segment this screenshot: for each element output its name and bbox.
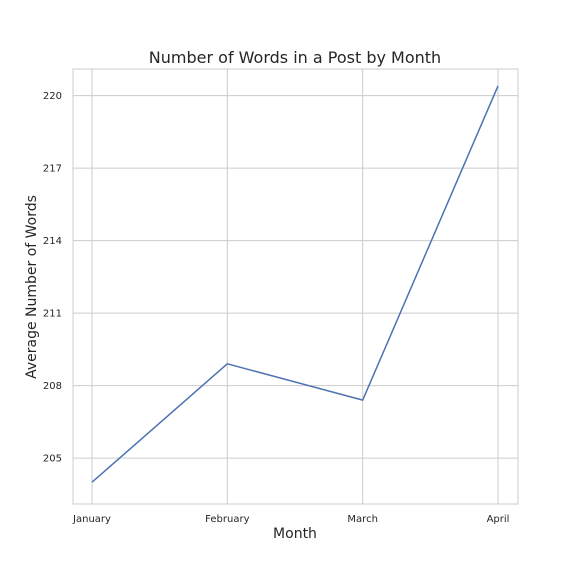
x-tick-label: April [487,514,510,525]
y-axis-label: Average Number of Words [24,195,40,379]
y-tick-label: 208 [43,381,62,392]
x-tick-label: February [205,514,249,525]
y-tick-label: 211 [43,309,62,320]
y-tick-label: 217 [43,164,62,175]
series-layer [91,85,499,483]
chart-title: Number of Words in a Post by Month [149,48,441,67]
ticks-layer: January February March April 205 208 211 214 217… [43,91,510,525]
x-axis-label: Month [273,526,317,542]
y-tick-label: 220 [43,91,62,102]
x-tick-label: March [347,514,377,525]
y-tick-label: 214 [43,236,62,247]
series-line [91,85,499,483]
y-tick-label: 205 [43,454,62,465]
grid-layer [73,69,518,504]
x-tick-label: January [72,514,111,525]
plot-area-frame [72,68,519,505]
